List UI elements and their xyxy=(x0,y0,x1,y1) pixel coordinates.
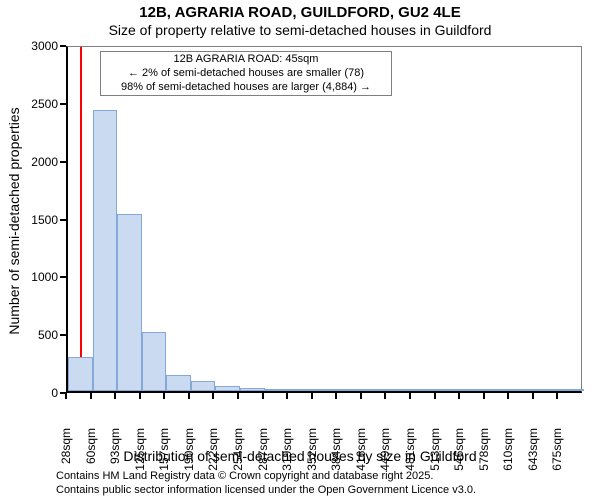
x-tick-mark xyxy=(532,393,534,399)
histogram-bar xyxy=(166,375,191,391)
y-tick-label: 3000 xyxy=(31,39,58,53)
y-tick-mark xyxy=(60,334,66,336)
histogram-bar xyxy=(559,389,584,391)
attribution-line-2: Contains public sector information licen… xyxy=(56,484,476,496)
x-tick-mark xyxy=(483,393,485,399)
reference-line xyxy=(80,47,82,391)
chart-subtitle: Size of property relative to semi-detach… xyxy=(0,22,600,38)
x-tick-label: 513sqm xyxy=(428,428,442,478)
x-tick-label: 287sqm xyxy=(256,428,270,478)
y-tick-label: 2000 xyxy=(31,155,58,169)
x-tick-label: 610sqm xyxy=(501,428,515,478)
histogram-bar xyxy=(142,332,167,391)
histogram-bar xyxy=(215,386,240,391)
y-tick-mark xyxy=(60,45,66,47)
x-tick-mark xyxy=(360,393,362,399)
x-tick-mark xyxy=(237,393,239,399)
x-tick-label: 352sqm xyxy=(305,428,319,478)
x-tick-label: 190sqm xyxy=(182,428,196,478)
x-tick-label: 222sqm xyxy=(206,428,220,478)
histogram-bar xyxy=(68,357,93,391)
x-tick-mark xyxy=(163,393,165,399)
x-tick-label: 254sqm xyxy=(231,428,245,478)
histogram-bar xyxy=(265,389,290,391)
x-tick-mark xyxy=(507,393,509,399)
x-tick-mark xyxy=(114,393,116,399)
histogram-bar xyxy=(535,389,560,391)
x-tick-mark xyxy=(188,393,190,399)
x-tick-mark xyxy=(409,393,411,399)
histogram-bar xyxy=(412,389,437,391)
histogram-bar xyxy=(240,388,265,391)
x-tick-mark xyxy=(384,393,386,399)
y-tick-mark xyxy=(60,161,66,163)
x-tick-mark xyxy=(139,393,141,399)
x-tick-label: 449sqm xyxy=(378,428,392,478)
y-tick-label: 1500 xyxy=(31,213,58,227)
x-tick-label: 157sqm xyxy=(157,428,171,478)
root: 12B, AGRARIA ROAD, GUILDFORD, GU2 4LE Si… xyxy=(0,0,600,500)
x-tick-label: 481sqm xyxy=(403,428,417,478)
y-tick-label: 0 xyxy=(51,386,58,400)
x-tick-label: 60sqm xyxy=(84,428,98,478)
x-tick-label: 384sqm xyxy=(329,428,343,478)
x-tick-label: 416sqm xyxy=(354,428,368,478)
y-tick-mark xyxy=(60,276,66,278)
x-tick-mark xyxy=(262,393,264,399)
histogram-bar xyxy=(93,110,118,391)
x-tick-label: 578sqm xyxy=(477,428,491,478)
histogram-bar xyxy=(117,214,142,391)
chart-title: 12B, AGRARIA ROAD, GUILDFORD, GU2 4LE xyxy=(0,4,600,21)
histogram-bar xyxy=(437,389,462,391)
annotation-line-1: 12B AGRARIA ROAD: 45sqm xyxy=(105,53,387,67)
x-tick-mark xyxy=(286,393,288,399)
histogram-bar xyxy=(486,389,511,391)
x-tick-mark xyxy=(556,393,558,399)
x-tick-label: 319sqm xyxy=(280,428,294,478)
y-tick-label: 500 xyxy=(38,328,58,342)
y-tick-label: 2500 xyxy=(31,97,58,111)
histogram-bar xyxy=(289,389,314,391)
x-tick-mark xyxy=(65,393,67,399)
x-tick-label: 675sqm xyxy=(550,428,564,478)
x-tick-label: 643sqm xyxy=(526,428,540,478)
x-tick-mark xyxy=(458,393,460,399)
y-tick-mark xyxy=(60,103,66,105)
histogram-bar xyxy=(191,381,216,391)
histogram-bar xyxy=(363,389,388,391)
histogram-bar xyxy=(510,389,535,391)
x-tick-mark xyxy=(434,393,436,399)
annotation-line-2: ← 2% of semi-detached houses are smaller… xyxy=(105,67,387,81)
annotation-box: 12B AGRARIA ROAD: 45sqm ← 2% of semi-det… xyxy=(100,51,392,96)
histogram-bar xyxy=(461,389,486,391)
x-tick-mark xyxy=(335,393,337,399)
x-tick-label: 93sqm xyxy=(108,428,122,478)
y-tick-label: 1000 xyxy=(31,270,58,284)
x-tick-mark xyxy=(90,393,92,399)
histogram-bar xyxy=(387,389,412,391)
plot-area: 12B AGRARIA ROAD: 45sqm ← 2% of semi-det… xyxy=(66,46,582,393)
histogram-bar xyxy=(314,389,339,391)
x-tick-label: 125sqm xyxy=(133,428,147,478)
x-tick-label: 28sqm xyxy=(59,428,73,478)
annotation-line-3: 98% of semi-detached houses are larger (… xyxy=(105,81,387,95)
x-tick-mark xyxy=(311,393,313,399)
x-tick-label: 546sqm xyxy=(452,428,466,478)
histogram-bar xyxy=(338,389,363,391)
y-tick-mark xyxy=(60,219,66,221)
y-axis-title: Number of semi-detached properties xyxy=(6,101,22,341)
x-tick-mark xyxy=(212,393,214,399)
